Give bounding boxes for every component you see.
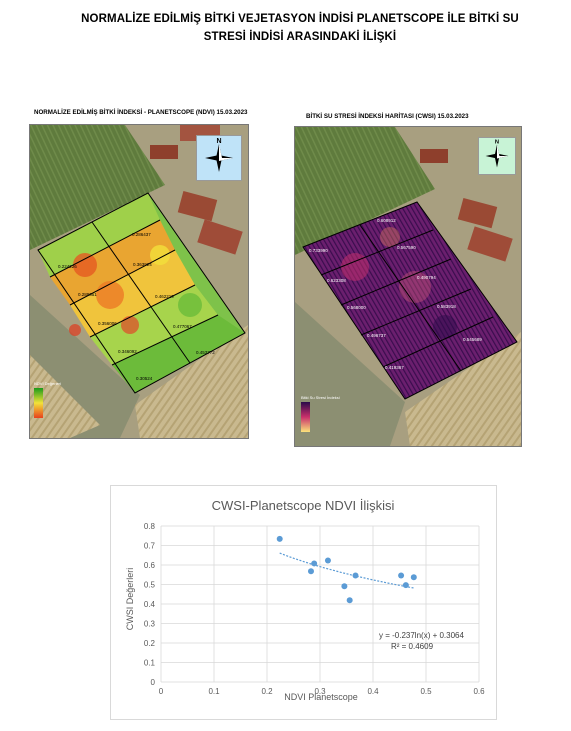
chart-data-point [402, 582, 409, 589]
chart-y-tick-label: 0.3 [144, 620, 156, 629]
main-title: NORMALİZE EDİLMİŞ BİTKİ VEJETASYON İNDİS… [40, 10, 560, 46]
scatter-chart-svg: CWSI-Planetscope NDVI İlişkisi 0 0.1 0.2 0.… [125, 498, 485, 702]
chart-data-point [276, 535, 283, 542]
chart-x-tick-label: 0.5 [420, 687, 432, 696]
ndvi-plot-label: 0.462219 [155, 294, 174, 299]
cwsi-plot-label: 0.490794 [417, 275, 436, 280]
ndvi-map-panel: NORMALİZE EDİLMİŞ BİTKİ İNDEKSİ - PLANET… [29, 106, 250, 440]
chart-y-tick-label: 0.6 [144, 561, 156, 570]
chart-y-tick-label: 0.7 [144, 542, 156, 551]
chart-data-point [410, 574, 417, 581]
ndvi-map: 0.286437 0.224226 0.363924 0.289651 0.462219… [29, 124, 249, 439]
ndvi-plot-label: 0.30524 [136, 376, 153, 381]
cwsi-plot-label: 0.583918 [437, 304, 456, 309]
chart-data-point [341, 583, 348, 590]
chart-title: CWSI-Planetscope NDVI İlişkisi [212, 498, 395, 513]
ndvi-plot-label: 0.224226 [58, 264, 77, 269]
ndvi-legend: NDVI Değerleri [34, 381, 94, 418]
cwsi-legend-title: Bitki Su Stresi İndeksi [301, 395, 340, 400]
chart-trendline [279, 552, 414, 589]
chart-xlabel: NDVI Planetscope [284, 692, 358, 702]
north-arrow-icon: N [485, 140, 509, 168]
cwsi-plot-label: 0.733990 [309, 248, 328, 253]
cwsi-plot-label: 0.623308 [327, 278, 346, 283]
chart-y-tick-label: 0.5 [144, 581, 156, 590]
ndvi-legend-bar [34, 388, 43, 418]
cwsi-legend-bar [301, 402, 310, 432]
cwsi-plot-label: 0.567590 [397, 245, 416, 250]
chart-y-tick-label: 0.4 [144, 600, 156, 609]
ndvi-plot-label: 0.346092 [118, 349, 137, 354]
ndvi-plot-label: 0.477067 [173, 324, 192, 329]
main-title-line1: NORMALİZE EDİLMİŞ BİTKİ VEJETASYON İNDİS… [81, 13, 519, 25]
ndvi-plot-label: 0.363924 [133, 262, 152, 267]
chart-data-point [311, 560, 318, 567]
ndvi-legend-title: NDVI Değerleri [34, 381, 61, 386]
cwsi-compass-label: N [495, 140, 499, 146]
chart-ylabel: CWSI Değerleri [125, 568, 135, 631]
chart-equation: y = -0.237ln(x) + 0.3064 [379, 631, 464, 640]
chart-data-point [352, 572, 359, 579]
north-arrow-icon: N [205, 138, 233, 172]
chart-y-tick-label: 0.8 [144, 522, 156, 531]
chart-r-squared: R² = 0.4609 [391, 642, 434, 651]
chart-x-tick-label: 0.3 [314, 687, 326, 696]
cwsi-plot-label: 0.496737 [367, 333, 386, 338]
chart-data-point [307, 568, 314, 575]
chart-x-tick-label: 0 [159, 687, 164, 696]
ndvi-compass-label: N [216, 138, 221, 145]
ndvi-plot-label: 0.286437 [132, 232, 151, 237]
cwsi-plot-label: 0.419367 [385, 365, 404, 370]
chart-x-tick-label: 0.6 [473, 687, 485, 696]
chart-data-point [398, 572, 405, 579]
cwsi-map-panel: BİTKİ SU STRESİ İNDEKSİ HARİTASI (CWSI) … [294, 106, 522, 448]
ndvi-plot-label: 0.356006 [98, 321, 117, 326]
ndvi-plot-label: 0.289651 [78, 292, 97, 297]
cwsi-plot-label: 0.568000 [347, 305, 366, 310]
chart-y-tick-label: 0 [151, 678, 156, 687]
chart-y-tick-label: 0.1 [144, 659, 156, 668]
chart-x-tick-label: 0.1 [208, 687, 220, 696]
cwsi-legend: Bitki Su Stresi İndeksi [301, 395, 361, 432]
chart-data-point [346, 597, 353, 604]
cwsi-plot-label: 0.608912 [377, 218, 396, 223]
chart-x-tick-label: 0.2 [261, 687, 273, 696]
chart-y-tick-label: 0.2 [144, 639, 156, 648]
scatter-chart: CWSI-Planetscope NDVI İlişkisi 0 0.1 0.2 0.… [110, 485, 497, 720]
cwsi-map-title: BİTKİ SU STRESİ İNDEKSİ HARİTASI (CWSI) … [306, 113, 469, 120]
cwsi-plot-label: 0.545689 [463, 337, 482, 342]
ndvi-map-title: NORMALİZE EDİLMİŞ BİTKİ İNDEKSİ - PLANET… [34, 109, 248, 116]
chart-x-tick-label: 0.4 [367, 687, 379, 696]
ndvi-compass: N [196, 135, 242, 181]
cwsi-compass: N [478, 137, 516, 175]
main-title-line2: STRESİ İNDİSİ ARASINDAKİ İLİŞKİ [203, 31, 397, 43]
cwsi-map: 0.608912 0.733990 0.567590 0.623308 0.490794… [294, 126, 522, 447]
chart-data-point [324, 557, 331, 564]
ndvi-plot-label: 0.453772 [196, 350, 215, 355]
